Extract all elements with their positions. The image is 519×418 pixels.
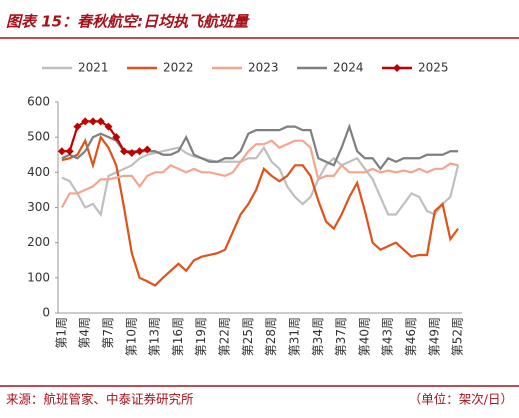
point-marker	[88, 117, 97, 126]
chart-title: 图表 15：春秋航空:日均执飞航班量	[6, 13, 250, 31]
legend-label: 2021	[78, 61, 109, 75]
legend-label: 2024	[333, 61, 364, 75]
point-marker	[73, 122, 82, 131]
y-tick-label: 100	[27, 270, 50, 284]
point-marker	[135, 147, 144, 156]
y-tick-label: 500	[27, 130, 50, 144]
x-tick-label: 第22周	[218, 317, 232, 356]
x-tick-label: 第10周	[124, 317, 138, 356]
y-tick-label: 400	[27, 165, 50, 179]
series-line	[60, 139, 459, 209]
x-tick-label: 第34周	[311, 317, 325, 356]
x-tick-label: 第16周	[171, 317, 185, 356]
point-marker	[143, 145, 152, 154]
x-tick-label: 第4周	[78, 317, 92, 349]
point-marker	[112, 133, 121, 142]
x-tick-label: 第13周	[148, 317, 162, 356]
x-tick-label: 第46周	[404, 317, 418, 356]
x-tick-label: 第28周	[264, 317, 278, 356]
point-marker	[57, 147, 66, 156]
point-marker	[127, 148, 136, 157]
point-marker	[120, 147, 129, 156]
x-tick-label: 第1周	[54, 317, 68, 349]
point-marker	[104, 122, 113, 131]
x-tick-label: 第19周	[194, 317, 208, 356]
source: 来源：航班管家、中泰证券研究所	[6, 392, 194, 407]
x-tick-label: 第7周	[101, 317, 115, 349]
unit: （单位：架次/日）	[409, 392, 513, 407]
y-tick-label: 300	[27, 200, 50, 214]
y-tick-label: 0	[42, 306, 50, 320]
x-tick-label: 第43周	[381, 317, 395, 356]
legend-label: 2023	[248, 61, 279, 75]
legend-label: 2022	[163, 61, 194, 75]
y-tick-label: 600	[27, 95, 50, 109]
legend-label: 2025	[418, 61, 449, 75]
x-tick-label: 第40周	[357, 317, 371, 356]
x-tick-label: 第25周	[241, 317, 255, 356]
x-tick-label: 第37周	[334, 317, 348, 356]
series-line	[61, 134, 460, 287]
x-tick-label: 第49周	[427, 317, 441, 356]
y-tick-label: 200	[27, 235, 50, 249]
series-line	[61, 145, 460, 218]
point-marker	[81, 117, 90, 126]
legend-marker	[393, 64, 401, 72]
point-marker	[65, 147, 74, 156]
x-tick-label: 第52周	[451, 317, 465, 356]
point-marker	[96, 117, 105, 126]
x-tick-label: 第31周	[287, 317, 301, 356]
